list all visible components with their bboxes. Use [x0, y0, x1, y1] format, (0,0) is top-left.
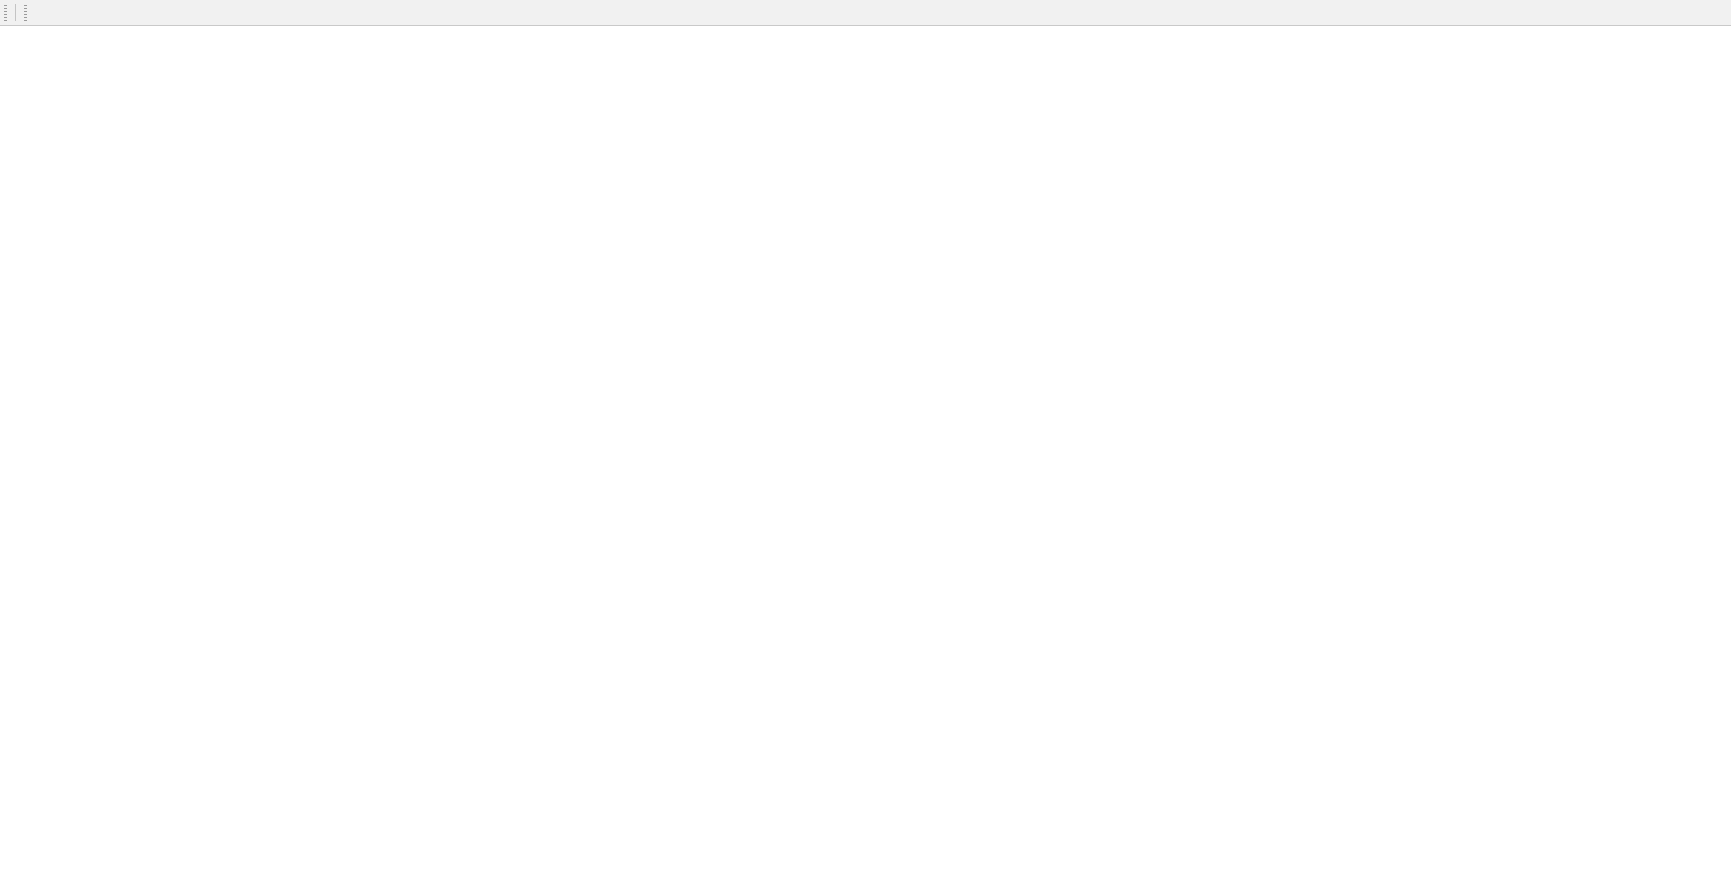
- chart-ohlc-header: [6, 31, 36, 45]
- toolbar-drag-handle[interactable]: [4, 4, 7, 21]
- chart-canvas[interactable]: [0, 26, 1731, 894]
- toolbar-separator: [15, 4, 16, 21]
- toolbar: [0, 0, 1731, 26]
- timeframe-toolbar-drag-handle[interactable]: [24, 4, 27, 21]
